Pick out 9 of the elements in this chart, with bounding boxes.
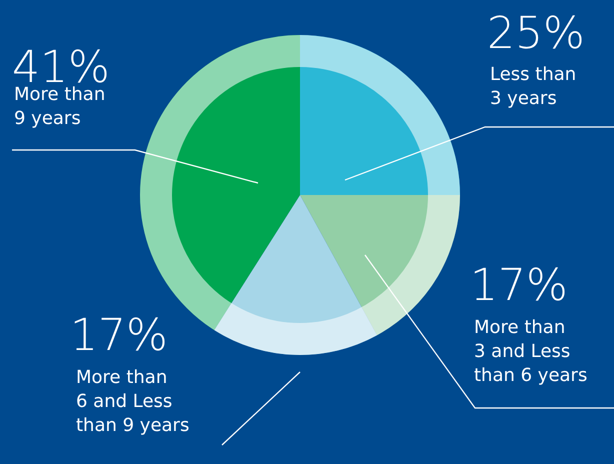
data-label: 17% — [470, 260, 568, 311]
slice-label: More than 3 and Less than 6 years — [474, 317, 588, 386]
pie-slice — [300, 35, 460, 195]
slice-label: Less than 3 years — [490, 64, 576, 109]
data-label: 25% — [487, 8, 585, 59]
pie-slice — [214, 195, 378, 355]
data-label: 17% — [70, 310, 168, 361]
pie-slice — [300, 195, 460, 336]
slice-label: More than 6 and Less than 9 years — [76, 367, 190, 436]
